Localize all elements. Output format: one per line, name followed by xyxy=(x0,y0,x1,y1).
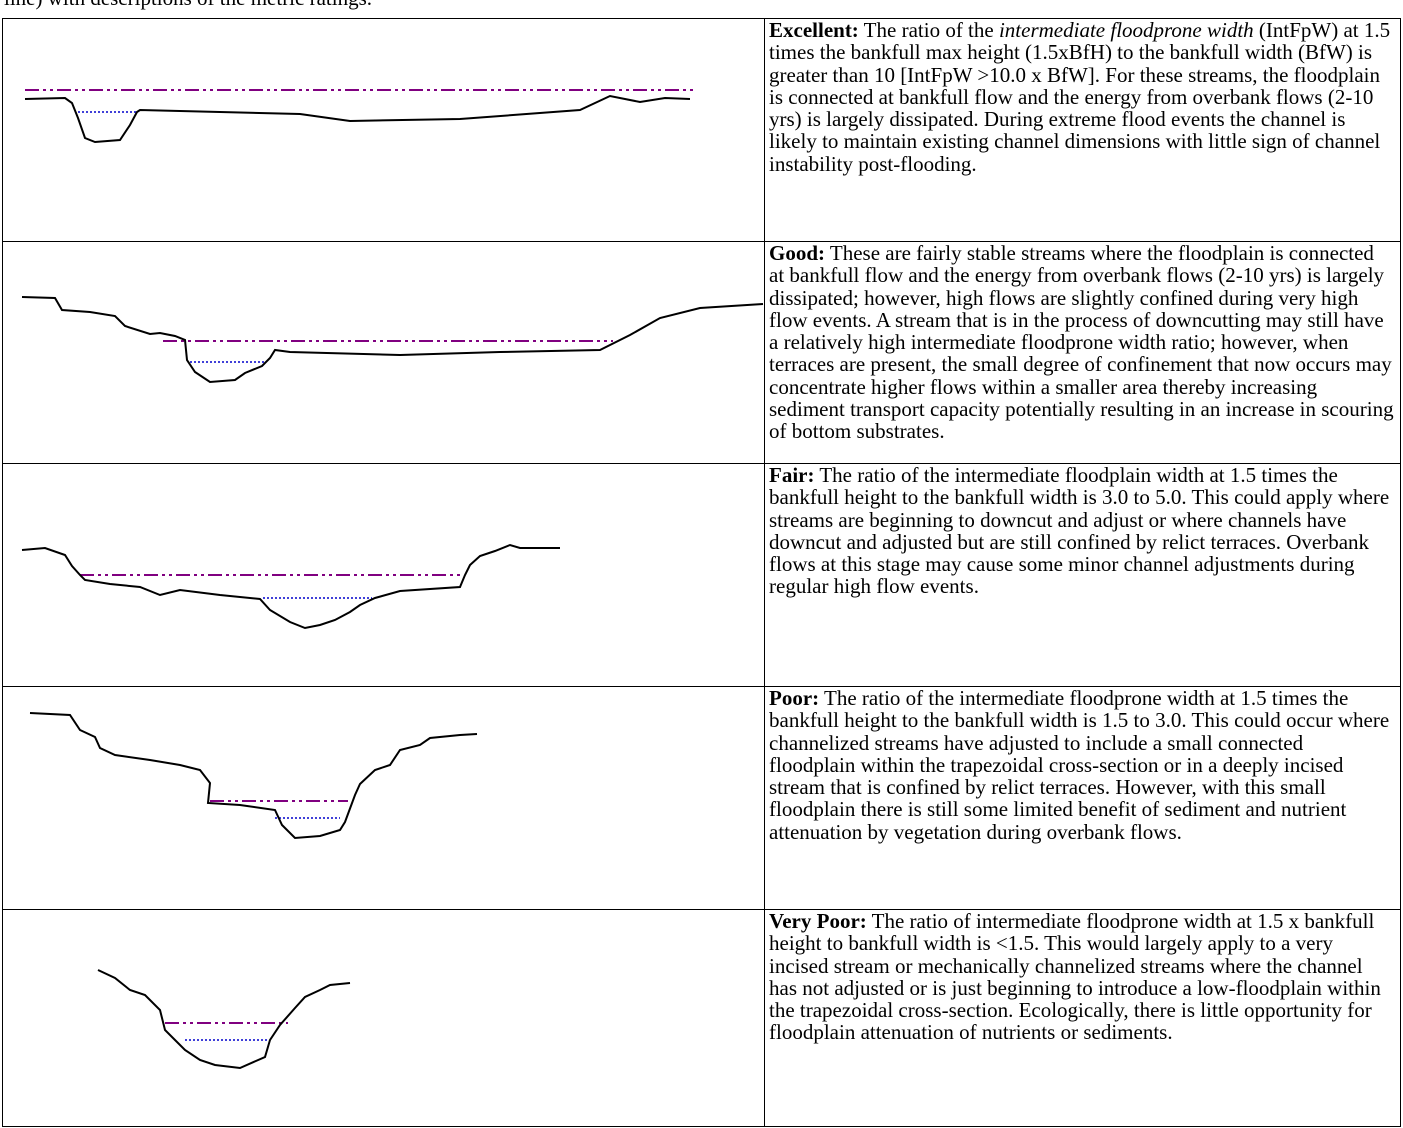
diagram-cell xyxy=(3,19,765,242)
row: Excellent: The ratio of the intermediate… xyxy=(3,19,1401,242)
diagram-cell xyxy=(3,242,765,464)
page: line) with descriptions of the metric ra… xyxy=(0,0,1403,1128)
description-cell: Good: These are fairly stable streams wh… xyxy=(765,242,1401,464)
text: The ratio of the xyxy=(859,18,999,42)
text: The ratio of the intermediate floodprone… xyxy=(769,686,1389,844)
text: intermediate floodprone width xyxy=(999,18,1254,42)
rating-label: Excellent: xyxy=(769,18,859,42)
diagram-cell xyxy=(3,464,765,687)
text: (IntFpW) at 1.5 times the bankfull max h… xyxy=(769,18,1390,176)
text: The ratio of the intermediate floodplain… xyxy=(769,463,1389,598)
intro-text: line) with descriptions of the metric ra… xyxy=(4,0,372,11)
description-cell: Excellent: The ratio of the intermediate… xyxy=(765,19,1401,242)
description-cell: Very Poor: The ratio of intermediate flo… xyxy=(765,910,1401,1127)
rating-label: Very Poor: xyxy=(769,909,867,933)
ratings-table: Excellent: The ratio of the intermediate… xyxy=(2,18,1401,1127)
text: These are fairly stable streams where th… xyxy=(769,241,1394,443)
row: Very Poor: The ratio of intermediate flo… xyxy=(3,910,1401,1127)
rating-label: Poor: xyxy=(769,686,819,710)
row: Fair: The ratio of the intermediate floo… xyxy=(3,464,1401,687)
diagram-cell xyxy=(3,910,765,1127)
diagram-cell xyxy=(3,687,765,910)
rating-label: Good: xyxy=(769,241,825,265)
description-cell: Fair: The ratio of the intermediate floo… xyxy=(765,464,1401,687)
description-cell: Poor: The ratio of the intermediate floo… xyxy=(765,687,1401,910)
rating-label: Fair: xyxy=(769,463,814,487)
row: Poor: The ratio of the intermediate floo… xyxy=(3,687,1401,910)
row: Good: These are fairly stable streams wh… xyxy=(3,242,1401,464)
